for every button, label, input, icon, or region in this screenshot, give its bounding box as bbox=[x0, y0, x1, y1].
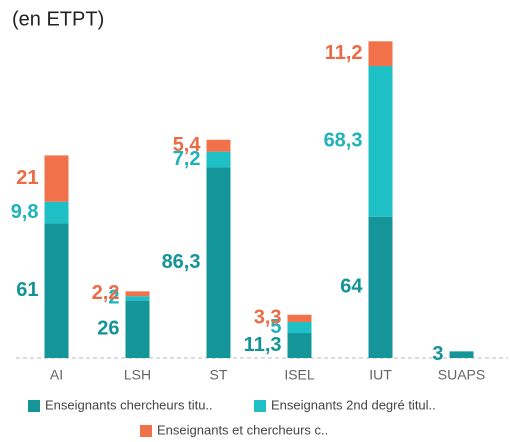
data-label: 3,3 bbox=[254, 307, 282, 329]
x-tick-label: LSH bbox=[124, 367, 151, 383]
data-label: 68,3 bbox=[324, 130, 363, 152]
bar-segment bbox=[287, 333, 312, 358]
legend-swatch bbox=[254, 400, 266, 412]
bar-segment bbox=[368, 216, 393, 358]
bar-segment bbox=[44, 201, 69, 224]
bar-segment bbox=[287, 314, 312, 323]
bar-segment bbox=[449, 351, 474, 358]
x-tick-label: ISEL bbox=[284, 367, 315, 383]
bar-segment bbox=[125, 300, 150, 358]
data-label: 11,2 bbox=[325, 42, 363, 64]
data-label: 2 bbox=[108, 287, 119, 309]
legend-swatch bbox=[28, 400, 40, 412]
bar-segment bbox=[206, 139, 231, 152]
x-tick-label: SUAPS bbox=[438, 367, 485, 383]
data-label: 21 bbox=[16, 167, 38, 189]
chart-title: (en ETPT) bbox=[12, 8, 104, 30]
x-tick-label: AI bbox=[50, 367, 63, 383]
bar-segment bbox=[287, 322, 312, 334]
legend-swatch bbox=[140, 425, 152, 437]
data-label: 86,3 bbox=[162, 251, 201, 273]
bar-segment bbox=[125, 291, 150, 297]
bar-segment bbox=[44, 155, 69, 202]
data-label: 11,3 bbox=[244, 334, 282, 356]
data-label: 5,4 bbox=[173, 134, 202, 156]
bar-segment bbox=[368, 66, 393, 217]
data-label: 7,2 bbox=[173, 148, 201, 170]
data-label: 2,2 bbox=[92, 282, 120, 304]
bar-segment bbox=[206, 167, 231, 358]
x-tick-label: ST bbox=[210, 367, 228, 383]
legend-label: Enseignants 2nd degré titul.. bbox=[271, 397, 436, 412]
data-label: 9,8 bbox=[11, 201, 39, 223]
legend-label: Enseignants et chercheurs c.. bbox=[157, 422, 328, 437]
bar-segment bbox=[368, 41, 393, 67]
x-tick-label: IUT bbox=[369, 367, 392, 383]
data-label: 26 bbox=[97, 318, 119, 340]
bar-segment bbox=[125, 296, 150, 301]
data-label: 5 bbox=[270, 316, 281, 338]
legend-label: Enseignants chercheurs titu.. bbox=[45, 397, 213, 412]
bar-segment bbox=[206, 151, 231, 168]
data-label: 61 bbox=[16, 279, 38, 301]
bar-segment bbox=[44, 223, 69, 358]
data-label: 64 bbox=[340, 276, 363, 298]
data-label: 3 bbox=[432, 343, 443, 365]
